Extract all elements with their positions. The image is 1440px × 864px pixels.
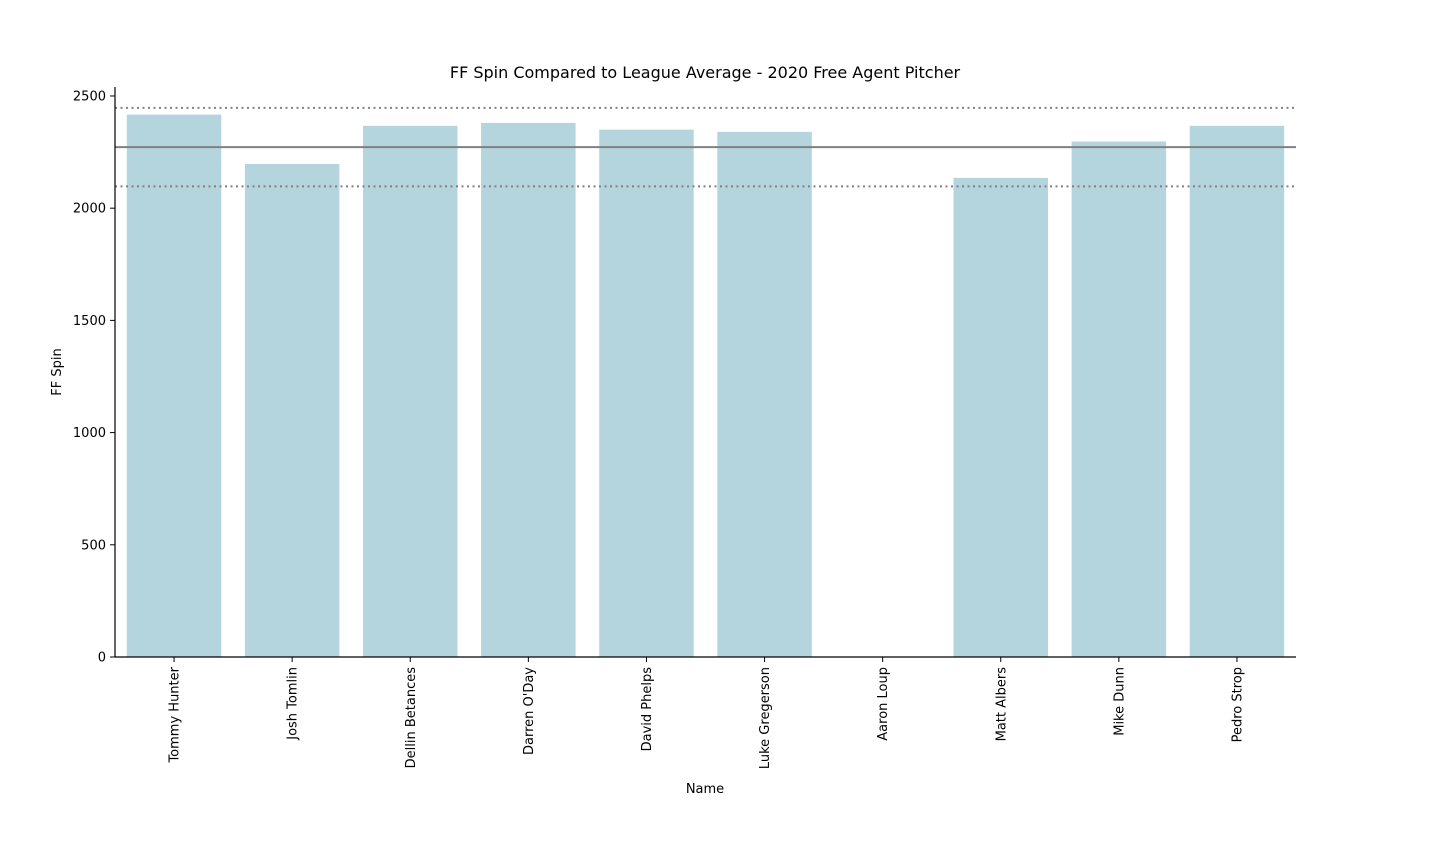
y-ticks-group: 0 500 1000 1500 2000 2500 <box>73 89 115 666</box>
x-tick-label: Dellin Betances <box>404 667 419 769</box>
x-axis-label: Name <box>686 782 724 797</box>
bar <box>481 122 576 657</box>
y-tick-label: 500 <box>81 538 106 553</box>
bar <box>1189 125 1285 658</box>
x-tick-label: Pedro Strop <box>1230 667 1245 742</box>
x-tick-label: Luke Gregerson <box>758 667 773 769</box>
x-tick-label: Matt Albers <box>994 667 1009 742</box>
bar <box>953 177 1048 657</box>
x-tick-label: Tommy Hunter <box>168 666 183 763</box>
axes-group <box>114 87 1296 658</box>
y-tick-label: 2000 <box>73 202 106 217</box>
x-tick-label: Aaron Loup <box>876 667 891 741</box>
x-tick-label: Josh Tomlin <box>286 667 301 741</box>
bar <box>363 125 458 658</box>
bar <box>244 163 340 657</box>
bar <box>126 114 222 658</box>
bars-group <box>126 114 1285 658</box>
bar <box>717 131 812 657</box>
x-ticks-group: Tommy Hunter Josh Tomlin Dellin Betances Da… <box>168 657 1245 769</box>
x-tick-label: Mike Dunn <box>1112 667 1127 736</box>
y-tick-label: 1500 <box>73 314 106 329</box>
reference-lines-group <box>115 106 1296 188</box>
x-tick-label: David Phelps <box>640 667 655 752</box>
y-tick-label: 2500 <box>73 89 106 104</box>
y-axis-label: FF Spin <box>50 348 65 395</box>
chart-title: FF Spin Compared to League Average - 202… <box>450 63 961 82</box>
bar <box>599 129 694 657</box>
y-tick-label: 0 <box>98 651 106 666</box>
bar <box>1071 141 1167 657</box>
y-tick-label: 1000 <box>73 426 106 441</box>
x-tick-label: Darren O'Day <box>522 667 537 755</box>
